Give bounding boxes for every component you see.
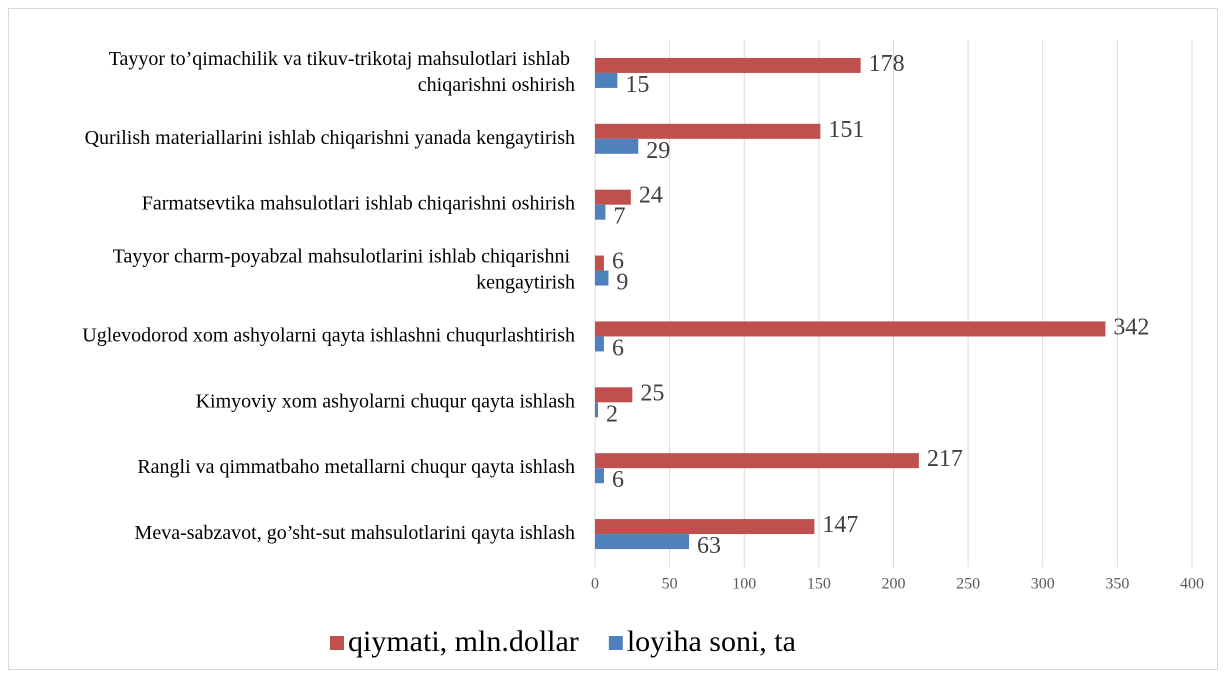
legend-swatch	[608, 636, 623, 650]
y-tick-label: Meva-sabzavot, go’sht-sut mahsulotlarini…	[135, 522, 575, 544]
bar	[595, 453, 919, 469]
x-tick-label: 50	[662, 576, 678, 593]
data-label: 29	[646, 138, 670, 164]
label-line: Qurilish materiallarini ishlab chiqarish…	[85, 126, 575, 148]
bar	[595, 204, 606, 220]
data-label: 25	[640, 380, 664, 406]
x-tick-label: 300	[1031, 576, 1055, 593]
chart-border	[8, 8, 1218, 670]
data-label: 9	[616, 270, 628, 296]
data-label: 6	[612, 249, 624, 275]
y-tick-label: Tayyor to’qimachilik va tikuv-trikotaj m…	[109, 48, 575, 96]
label-line: Rangli va qimmatbaho metallarni chuqur q…	[137, 456, 575, 478]
bar	[595, 519, 815, 535]
bar	[595, 255, 604, 271]
x-tick-label: 250	[956, 576, 980, 593]
data-label: 147	[822, 512, 858, 538]
bar	[595, 138, 639, 154]
bar	[595, 321, 1106, 337]
y-tick-label: Tayyor charm-poyabzal mahsulotlarini ish…	[113, 245, 575, 293]
data-label: 24	[639, 183, 663, 209]
label-line: Farmatsevtika mahsulotlari ishlab chiqar…	[142, 192, 575, 214]
data-label: 2	[606, 401, 618, 427]
bar	[595, 336, 604, 352]
label-line: Tayyor charm-poyabzal mahsulotlarini ish…	[113, 245, 575, 267]
bar	[595, 270, 609, 286]
y-tick-label: Kimyoviy xom ashyolarni chuqur qayta ish…	[196, 390, 575, 412]
data-label: 6	[612, 467, 624, 493]
legend-label: loyiha soni, ta	[627, 625, 796, 658]
bar	[595, 72, 618, 88]
label-line: Kimyoviy xom ashyolarni chuqur qayta ish…	[196, 390, 575, 412]
x-tick-label: 100	[732, 576, 756, 593]
x-tick-label: 150	[807, 576, 831, 593]
y-tick-label: Uglevodorod xom ashyolarni qayta ishlash…	[82, 324, 575, 346]
label-line: Meva-sabzavot, go’sht-sut mahsulotlarini…	[135, 522, 575, 544]
bar	[595, 534, 690, 550]
data-label: 15	[625, 72, 649, 98]
bar	[595, 387, 633, 403]
label-line: Tayyor to’qimachilik va tikuv-trikotaj m…	[109, 48, 575, 70]
label-line: kengaytirish	[476, 271, 575, 293]
x-tick-label: 400	[1180, 576, 1204, 593]
bar	[595, 468, 604, 484]
bar	[595, 123, 821, 139]
label-line: Uglevodorod xom ashyolarni qayta ishlash…	[82, 324, 575, 346]
data-label: 7	[613, 204, 625, 230]
y-tick-label: Qurilish materiallarini ishlab chiqarish…	[85, 126, 575, 148]
data-label: 63	[697, 533, 721, 559]
y-tick-label: Rangli va qimmatbaho metallarni chuqur q…	[137, 456, 575, 478]
bar	[595, 189, 631, 205]
label-line: chiqarishni oshirish	[418, 74, 575, 96]
bar	[595, 402, 598, 418]
data-label: 6	[612, 335, 624, 361]
y-tick-label: Farmatsevtika mahsulotlari ishlab chiqar…	[142, 192, 575, 214]
bar	[595, 57, 861, 73]
data-label: 178	[869, 51, 905, 77]
legend-label: qiymati, mln.dollar	[348, 625, 579, 658]
x-tick-label: 350	[1105, 576, 1129, 593]
x-tick-label: 200	[882, 576, 906, 593]
data-label: 217	[927, 446, 963, 472]
data-label: 151	[828, 117, 864, 143]
legend-swatch	[330, 636, 344, 650]
x-tick-label: 0	[591, 576, 599, 593]
data-label: 342	[1113, 314, 1149, 340]
